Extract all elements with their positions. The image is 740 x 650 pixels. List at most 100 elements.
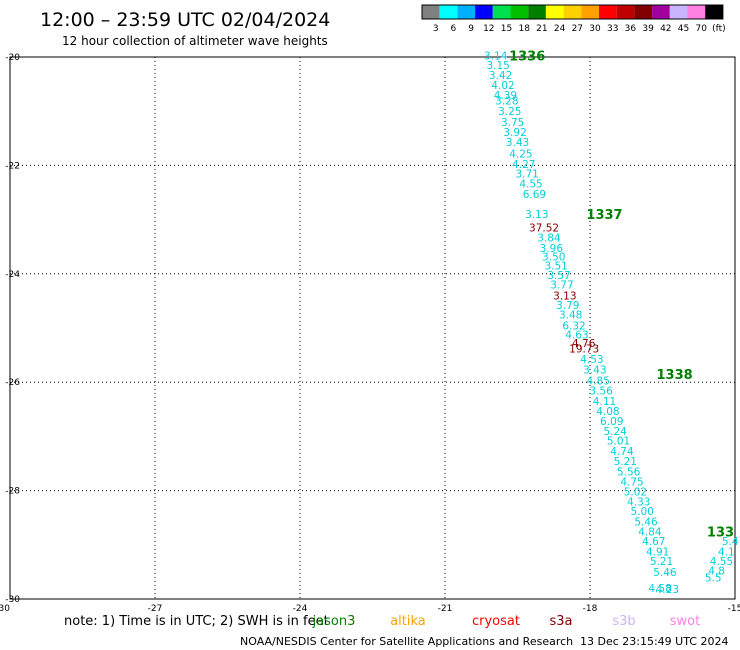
swh-point-label: 4.11 (593, 396, 616, 408)
swh-point-label: 4.8 (708, 565, 725, 577)
swh-point-label: 4.63 (565, 330, 588, 342)
footer-timestamp: 13 Dec 23:15:49 UTC 2024 (580, 635, 728, 648)
swh-point-label: 4.1 (718, 546, 735, 558)
colorbar-swatch (492, 5, 511, 19)
swh-point-label: 4.02 (491, 80, 514, 92)
colorbar-label: 39 (642, 24, 654, 34)
swh-point-label: 3.15 (486, 60, 509, 72)
colorbar-label: 70 (695, 24, 707, 34)
color-scale-legend: 3 6 9 12 15 18 21 24 27 30 33 36 39 42 45 70 (ft) (421, 4, 726, 34)
colorbar-swatch (510, 5, 529, 19)
footer-credit: NOAA/NESDIS Center for Satellite Applica… (240, 635, 573, 648)
pass-number-label: 1338 (656, 368, 692, 383)
swh-point-label: 5.56 (617, 467, 641, 479)
swh-point-label: 3.75 (501, 117, 524, 129)
y-tick-label: -22 (5, 161, 20, 171)
satellite-legend-s3a: s3a (549, 614, 572, 629)
footer-note: note: 1) Time is in UTC; 2) SWH is in fe… (64, 614, 329, 629)
swh-point-label: 3.43 (583, 365, 606, 377)
colorbar-label: 45 (678, 24, 689, 34)
colorbar-label: 27 (572, 24, 583, 34)
colorbar-label: 9 (468, 24, 474, 34)
pass-number-label: 133 (707, 525, 734, 540)
swh-point-label: 5.01 (607, 436, 630, 448)
swh-point-label: 5.4 (722, 536, 739, 548)
swh-point-label: 3.14 (484, 50, 508, 62)
swh-point-label: 4.85 (587, 376, 610, 388)
colorbar-swatch (616, 5, 635, 19)
swh-point-label: 4.33 (627, 496, 650, 508)
swh-point-label: 4.55 (519, 178, 542, 190)
swh-point-label: 4.76 (572, 338, 596, 350)
swh-point-label: 3.28 (495, 95, 518, 107)
satellite-legend-swot: swot (670, 614, 700, 629)
y-tick-label: -24 (5, 270, 20, 280)
satellite-legend-altika: altika (390, 614, 426, 629)
swh-point-label: 5.46 (634, 516, 658, 528)
swh-point-label: 4.74 (610, 446, 634, 458)
colorbar-swatch (545, 5, 564, 19)
colorbar-label: 15 (501, 24, 512, 34)
pass-number-label: 1336 (509, 49, 545, 64)
swh-point-label: 3.56 (589, 385, 613, 397)
swh-point-label: 4.39 (494, 90, 517, 102)
swh-point-label: 3.43 (506, 137, 529, 149)
swh-point-label: 19.73 (569, 344, 599, 356)
satellite-legend-s3b: s3b (612, 614, 635, 629)
colorbar-swatch (687, 5, 706, 19)
swh-point-label: 4.25 (509, 148, 532, 160)
swh-point-label: 6.09 (600, 416, 623, 428)
swh-point-label: 3.50 (542, 251, 565, 263)
pass-number-label: 1337 (586, 208, 622, 223)
x-tick-label: -30 (0, 604, 10, 614)
colorbar-swatch (599, 5, 617, 19)
satellite-legend: jason3 altika cryosat s3a s3b swot (312, 614, 701, 629)
colorbar-swatch (422, 5, 440, 19)
swh-point-label: 5.00 (631, 506, 654, 518)
plot-frame (9, 56, 736, 600)
y-tick-label: -26 (5, 378, 20, 388)
plot-area: -30 -27 -24 -21 -18 -15 -30 -28 -26 -24 -22 -20 3.… (0, 49, 740, 614)
swh-point-label: 3.77 (550, 280, 573, 292)
satellite-legend-cryosat: cryosat (472, 614, 520, 629)
chart-title: 12:00 – 23:59 UTC 02/04/2024 (40, 9, 330, 31)
pass-labels: 1336 1337 1338 133 (509, 49, 734, 540)
x-tick-label: -24 (293, 604, 308, 614)
swh-point-label: 4.58 (648, 583, 671, 595)
wave-height-points: 3.143.153.424.024.393.283.253.753.923.43… (484, 50, 739, 596)
colorbar-label: 18 (518, 24, 530, 34)
y-axis-ticks: -30 -28 -26 -24 -22 -20 (5, 53, 20, 605)
colorbar-label: (ft) (712, 24, 726, 34)
colorbar-swatch (475, 5, 493, 19)
swh-point-label: 4.53 (580, 354, 603, 366)
swh-point-label: 3.84 (537, 232, 561, 244)
swh-point-label: 3.48 (559, 309, 582, 321)
colorbar-label: 3 (433, 24, 439, 34)
colorbar-swatch (705, 5, 723, 19)
colorbar-swatch (669, 5, 688, 19)
swh-point-label: 6.69 (523, 189, 546, 201)
swh-point-label: 3.57 (547, 270, 570, 282)
swh-point-label: 3.51 (544, 261, 567, 273)
chart-subtitle: 12 hour collection of altimeter wave hei… (62, 34, 328, 48)
swh-point-label: 4.75 (620, 476, 643, 488)
swh-point-label: 4.27 (512, 159, 535, 171)
colorbar-swatch (652, 5, 670, 19)
x-tick-label: -18 (583, 604, 598, 614)
swh-point-label: 5.21 (650, 556, 673, 568)
swh-point-label: 5.21 (614, 456, 637, 468)
swh-point-label: 4.55 (710, 556, 733, 568)
swh-point-label: 4.08 (596, 406, 619, 418)
colorbar-label: 12 (483, 24, 494, 34)
swh-point-label: 3.13 (525, 209, 548, 221)
colorbar-label: 30 (589, 24, 601, 34)
swh-point-label: 4.91 (646, 546, 669, 558)
y-tick-label: -30 (5, 595, 20, 605)
swh-point-label: 37.52 (529, 223, 559, 235)
x-tick-label: -21 (438, 604, 453, 614)
y-tick-label: -28 (5, 487, 20, 497)
colorbar-swatch (457, 5, 476, 19)
x-axis-ticks: -30 -27 -24 -21 -18 -15 (0, 604, 740, 614)
swh-point-label: 5.5 (705, 572, 722, 584)
colorbar-swatch (581, 5, 599, 19)
